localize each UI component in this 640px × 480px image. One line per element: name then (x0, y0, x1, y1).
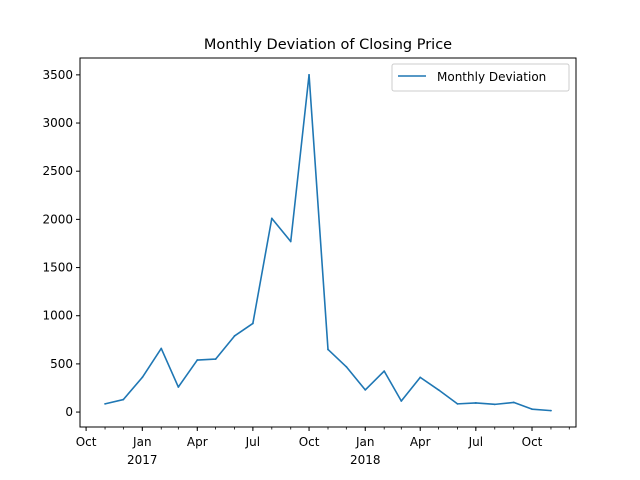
data-point (383, 370, 386, 373)
data-point (289, 240, 292, 243)
data-point (177, 386, 180, 388)
y-tick-label: 2000 (42, 212, 73, 226)
data-point (104, 402, 106, 405)
legend-label: Monthly Deviation (437, 70, 546, 84)
data-point (400, 400, 403, 402)
data-point (437, 389, 440, 391)
data-point (512, 401, 515, 404)
x-tick-label: Jul (245, 435, 260, 449)
x-tick-label: Oct (522, 435, 543, 449)
data-point (364, 389, 367, 391)
data-point (531, 408, 533, 411)
y-tick-label: 2500 (42, 164, 73, 178)
data-point (233, 335, 236, 337)
data-point (550, 409, 552, 412)
series-group (104, 73, 552, 412)
data-point (251, 322, 254, 325)
x-tick-label: Jul (468, 435, 483, 449)
data-point (270, 217, 273, 220)
x-tick-label: Oct (76, 435, 97, 449)
data-point (474, 402, 477, 404)
x-tick-year-label: 2017 (127, 453, 158, 467)
data-point (122, 398, 125, 401)
x-tick-label: Jan (355, 435, 375, 449)
data-point (419, 376, 422, 379)
y-tick-label: 3500 (42, 68, 73, 82)
y-axis: 0 500 1000 1500 2000 2500 3000 3500 (42, 68, 80, 419)
data-point (493, 403, 496, 406)
x-tick-label: Apr (410, 435, 431, 449)
data-point (141, 376, 144, 379)
legend: Monthly Deviation (391, 63, 570, 92)
x-tick-label: Oct (299, 435, 320, 449)
chart-title: Monthly Deviation of Closing Price (204, 37, 452, 53)
y-tick-label: 1500 (42, 261, 73, 275)
x-axis: Oct Jan 2017 Apr Jul Oct Jan 2018 Apr Jul Oct (76, 427, 570, 467)
data-point (196, 359, 199, 361)
plot-area (79, 57, 577, 428)
y-tick-label: 500 (50, 357, 73, 371)
y-tick-label: 0 (65, 405, 73, 419)
data-point (456, 402, 459, 405)
data-point (160, 347, 163, 350)
data-point (327, 348, 329, 351)
x-tick-label: Apr (187, 435, 208, 449)
data-point (308, 73, 310, 76)
x-tick-label: Jan (132, 435, 152, 449)
data-point (214, 358, 217, 360)
y-tick-label: 3000 (42, 116, 73, 130)
legend-box (391, 63, 570, 92)
data-point (345, 365, 348, 368)
series-line (104, 74, 552, 412)
y-tick-label: 1000 (42, 309, 73, 323)
x-tick-year-label: 2018 (350, 453, 381, 467)
